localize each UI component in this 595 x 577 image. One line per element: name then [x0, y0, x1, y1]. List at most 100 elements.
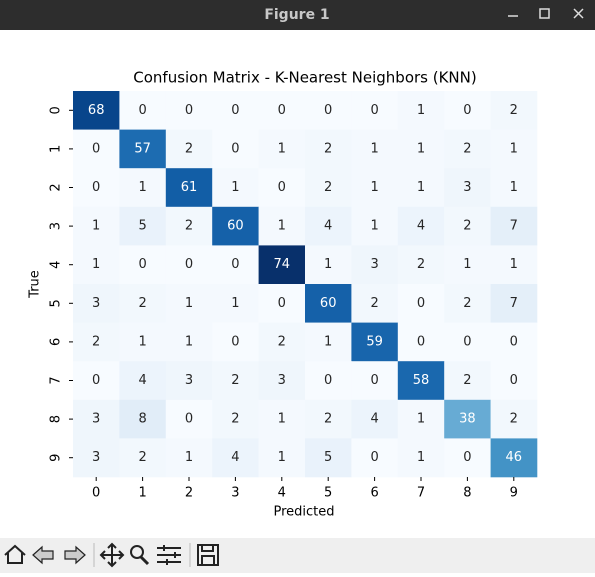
cell-label: 0 — [510, 334, 518, 349]
close-button[interactable] — [573, 8, 584, 19]
heatmap-cell — [351, 245, 399, 285]
cell-label: 5 — [138, 219, 146, 234]
maximize-button[interactable] — [539, 8, 550, 19]
y-tick-label: 4 — [49, 261, 64, 269]
cell-label: 7 — [510, 296, 518, 311]
y-axis-label: True — [28, 270, 43, 299]
cell-label: 4 — [138, 373, 146, 388]
heatmap-cell — [212, 245, 259, 285]
heatmap-cell — [73, 322, 120, 362]
heatmap-cell — [258, 438, 306, 478]
cell-label: 8 — [138, 412, 146, 427]
cell-label: 2 — [417, 257, 425, 272]
heatmap-cell — [444, 168, 491, 208]
cell-label: 0 — [463, 334, 471, 349]
forward-button[interactable] — [64, 545, 86, 565]
heatmap-cell — [73, 361, 120, 401]
cell-label: 0 — [417, 296, 425, 311]
zoom-button[interactable] — [130, 545, 150, 566]
cell-label: 1 — [417, 141, 425, 156]
heatmap-cell — [351, 438, 399, 478]
heatmap-cell — [351, 129, 399, 169]
heatmap-cell — [212, 91, 259, 130]
heatmap-cell — [490, 361, 538, 401]
cell-label: 0 — [278, 296, 286, 311]
cell-label: 1 — [278, 450, 286, 465]
cell-label: 1 — [463, 257, 471, 272]
heatmap-cell — [258, 399, 306, 439]
heatmap-cell — [444, 438, 491, 478]
cell-label: 3 — [463, 180, 471, 195]
cell-label: 3 — [278, 373, 286, 388]
toolbar — [0, 538, 595, 573]
x-tick-label: 4 — [278, 486, 286, 501]
cell-label: 3 — [92, 450, 100, 465]
y-tick-label: 0 — [49, 106, 64, 114]
heatmap-cell — [119, 245, 167, 285]
cell-label: 2 — [92, 334, 100, 349]
heatmap-cell — [258, 206, 306, 246]
cell-label: 0 — [231, 334, 239, 349]
cell-label: 38 — [459, 412, 476, 427]
cell-label: 1 — [370, 180, 378, 195]
x-axis-label: Predicted — [273, 505, 334, 520]
cell-label: 74 — [274, 257, 291, 272]
heatmap-cell — [444, 361, 491, 401]
cell-label: 2 — [510, 103, 518, 118]
heatmap-cell — [73, 399, 120, 439]
cell-label: 0 — [185, 257, 193, 272]
heatmap-cell — [258, 129, 306, 169]
heatmap-cell — [305, 91, 352, 130]
cell-label: 0 — [324, 103, 332, 118]
cell-label: 1 — [324, 334, 332, 349]
heatmap-cell — [490, 168, 538, 208]
heatmap-cell — [305, 361, 352, 401]
cell-label: 2 — [463, 373, 471, 388]
cell-label: 46 — [506, 450, 523, 465]
cell-label: 68 — [88, 103, 105, 118]
heatmap-cell — [351, 91, 399, 130]
heatmap-cell — [490, 245, 538, 285]
cell-label: 1 — [417, 103, 425, 118]
cell-label: 57 — [134, 141, 151, 156]
heatmap-cell — [444, 206, 491, 246]
configure-button[interactable] — [157, 545, 181, 565]
save-button[interactable] — [197, 544, 219, 566]
heatmap-cell — [490, 399, 538, 439]
cell-label: 1 — [278, 219, 286, 234]
cell-label: 1 — [324, 257, 332, 272]
pan-button[interactable] — [99, 542, 125, 568]
heatmap-cell — [490, 322, 538, 362]
heatmap-cell — [444, 284, 491, 323]
heatmap-cell — [444, 245, 491, 285]
heatmap-cell — [119, 168, 167, 208]
cell-label: 4 — [231, 450, 239, 465]
cell-label: 1 — [231, 180, 239, 195]
heatmap-cell — [212, 284, 259, 323]
heatmap-cell — [165, 206, 213, 246]
cell-label: 1 — [92, 219, 100, 234]
cell-label: 60 — [227, 219, 244, 234]
cell-label: 3 — [92, 296, 100, 311]
heatmap-cell — [305, 399, 352, 439]
cell-label: 1 — [278, 412, 286, 427]
x-tick-label: 3 — [231, 486, 239, 501]
y-tick-label: 3 — [49, 222, 64, 230]
heatmap-cell — [119, 129, 167, 169]
cell-label: 2 — [138, 450, 146, 465]
heatmap-cell — [165, 168, 213, 208]
home-button[interactable] — [4, 544, 26, 564]
heatmap-cell — [444, 129, 491, 169]
heatmap-cell — [397, 245, 445, 285]
heatmap-cell — [73, 168, 120, 208]
cell-label: 61 — [181, 180, 198, 195]
back-button[interactable] — [32, 545, 54, 565]
cell-label: 5 — [324, 450, 332, 465]
heatmap-cell — [351, 168, 399, 208]
cell-label: 2 — [185, 141, 193, 156]
heatmap-cell — [119, 361, 167, 401]
cell-label: 2 — [510, 412, 518, 427]
heatmap-cell — [444, 322, 491, 362]
heatmap-cell — [258, 361, 306, 401]
heatmap-cell — [73, 245, 120, 285]
